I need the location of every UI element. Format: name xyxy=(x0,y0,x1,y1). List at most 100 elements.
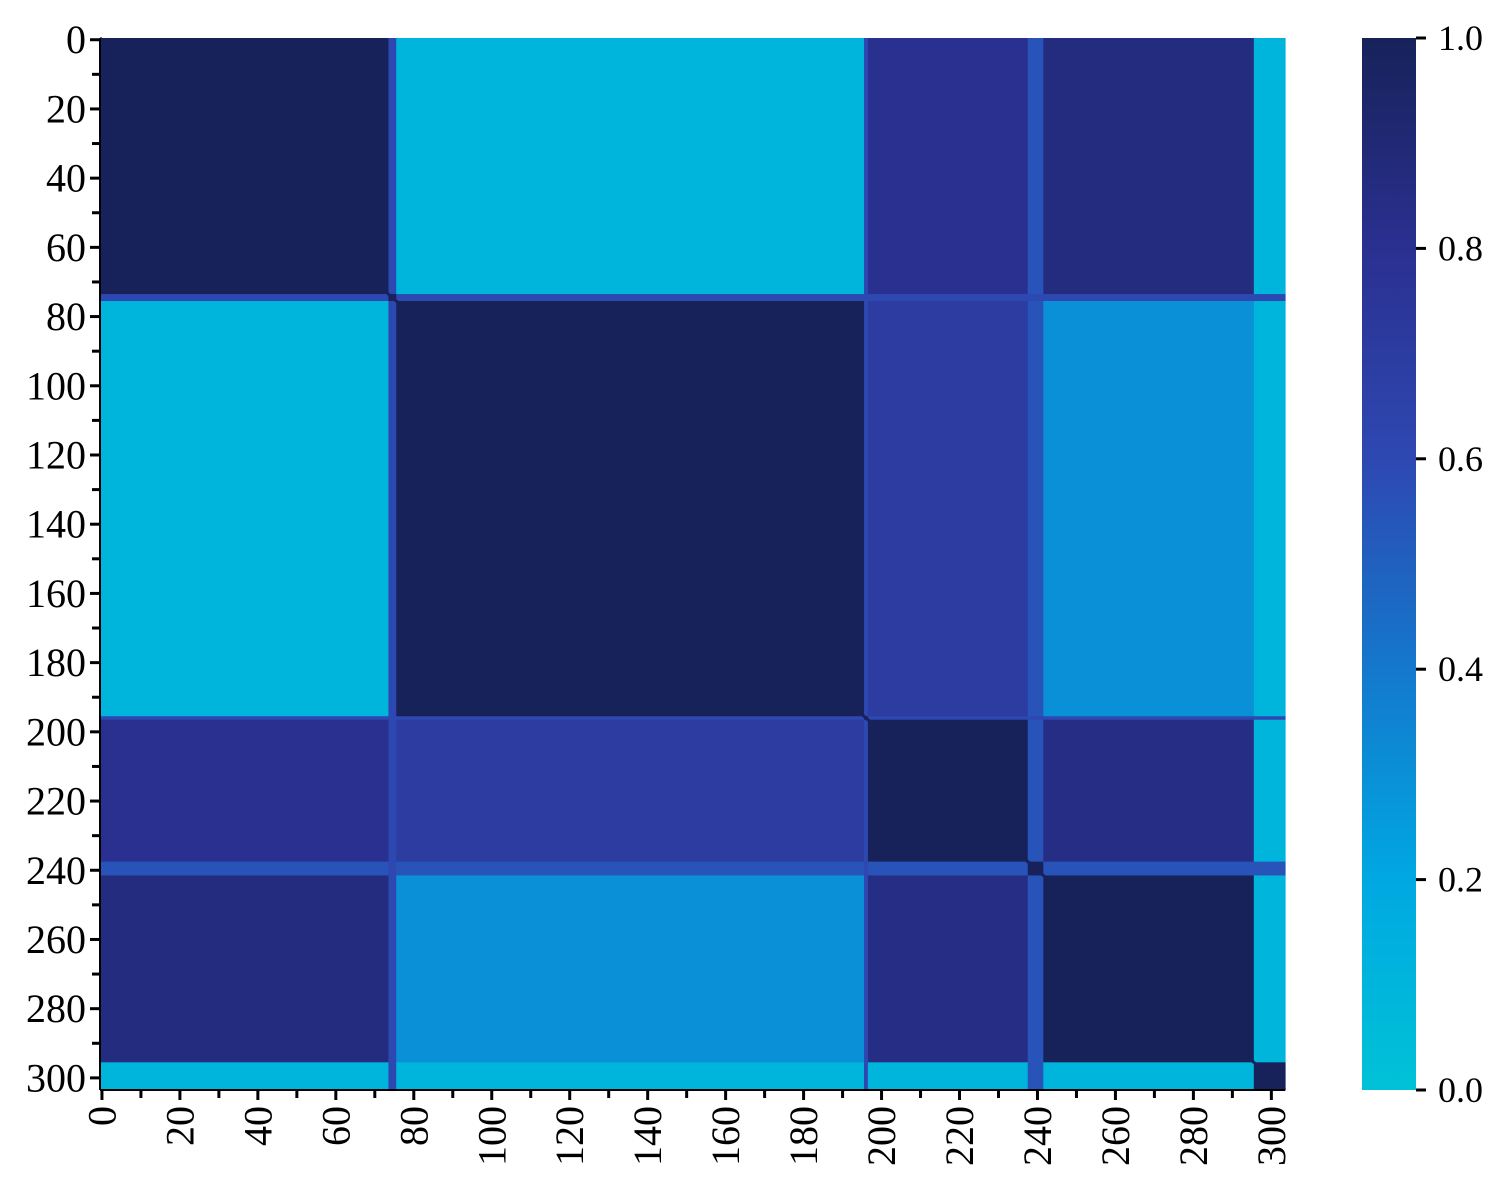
heatmap-cell xyxy=(1253,861,1286,877)
heatmap-cell xyxy=(396,719,865,863)
x-tick-label: 280 xyxy=(1171,1106,1216,1166)
colorbar-gradient xyxy=(1362,38,1416,1090)
heatmap-cell xyxy=(1043,719,1255,863)
heatmap-cell xyxy=(1043,861,1255,877)
heatmap-cell xyxy=(864,1062,869,1091)
heatmap-cell xyxy=(396,294,865,302)
y-tick-label: 60 xyxy=(46,225,86,270)
x-tick-label: 300 xyxy=(1249,1106,1294,1166)
heatmap-cell xyxy=(1043,716,1255,721)
colorbar: 0.0 0.2 0.4 0.6 0.8 1.0 xyxy=(1362,18,1483,1110)
colorbar-tick-label: 0.0 xyxy=(1438,1070,1483,1110)
heatmap-cell xyxy=(1027,719,1044,863)
x-tick-label: 160 xyxy=(703,1106,748,1166)
heatmap-cell xyxy=(1253,301,1286,717)
x-tick-label: 40 xyxy=(235,1106,280,1146)
heatmap-cell xyxy=(867,301,1029,717)
x-axis: 0 20 40 60 80 100 120 140 160 180 200 220 240 260 280 3… xyxy=(79,1089,1294,1166)
heatmap-cell xyxy=(1043,1062,1255,1091)
y-tick-label: 260 xyxy=(26,917,86,962)
y-tick-label: 120 xyxy=(26,433,86,478)
heatmap-cell xyxy=(864,875,869,1063)
x-tick-label: 240 xyxy=(1015,1106,1060,1166)
x-tick-label: 60 xyxy=(313,1106,358,1146)
heatmap-cell xyxy=(864,294,869,302)
heatmap-cell xyxy=(867,875,1029,1063)
heatmap-cell xyxy=(1027,716,1044,721)
heatmap-cell xyxy=(1027,301,1044,717)
x-tick-label: 220 xyxy=(937,1106,982,1166)
colorbar-tick-label: 0.8 xyxy=(1438,228,1483,268)
heatmap-cell xyxy=(396,875,865,1063)
heatmap-cell xyxy=(388,38,397,295)
heatmap-cell xyxy=(396,38,865,295)
heatmap-cell xyxy=(396,1062,865,1091)
heatmap-cell xyxy=(1253,719,1286,863)
heatmap-cell xyxy=(1027,875,1044,1063)
x-tick-label: 80 xyxy=(391,1106,436,1146)
x-tick-label: 100 xyxy=(469,1106,514,1166)
heatmap-cell xyxy=(1253,716,1286,721)
heatmap-cell xyxy=(100,301,390,717)
x-tick-label: 20 xyxy=(157,1106,202,1146)
heatmap-cell xyxy=(388,719,397,863)
y-tick-label: 160 xyxy=(26,571,86,616)
heatmap-cell xyxy=(1043,294,1255,302)
heatmap-cell xyxy=(388,301,397,717)
colorbar-tick-label: 0.4 xyxy=(1438,649,1483,689)
heatmap-cell xyxy=(1027,38,1044,295)
y-tick-label: 240 xyxy=(26,848,86,893)
heatmap-cell xyxy=(867,1062,1029,1091)
heatmap-cell xyxy=(867,861,1029,877)
colorbar-tick-label: 0.2 xyxy=(1438,860,1483,900)
y-tick-label: 140 xyxy=(26,502,86,547)
x-tick-label: 200 xyxy=(859,1106,904,1166)
heatmap-cell xyxy=(100,875,390,1063)
heatmap-cell xyxy=(1253,875,1286,1063)
heatmap-cell xyxy=(864,719,869,863)
heatmap-cell xyxy=(867,294,1029,302)
y-tick-label: 180 xyxy=(26,640,86,685)
y-tick-label: 280 xyxy=(26,986,86,1031)
heatmap-cell xyxy=(1043,38,1255,295)
y-tick-label: 200 xyxy=(26,709,86,754)
y-tick-label: 20 xyxy=(46,86,86,131)
heatmap-cell xyxy=(100,1062,390,1091)
colorbar-tick-label: 1.0 xyxy=(1438,18,1483,58)
heatmap-cell xyxy=(1043,301,1255,717)
heatmap-cell xyxy=(1027,294,1044,302)
y-tick-label: 40 xyxy=(46,156,86,201)
y-tick-label: 300 xyxy=(26,1055,86,1100)
y-tick-label: 100 xyxy=(26,363,86,408)
x-tick-label: 120 xyxy=(547,1106,592,1166)
heatmap-cell xyxy=(867,716,1029,721)
heatmap-cell xyxy=(388,861,397,877)
y-tick-label: 80 xyxy=(46,294,86,339)
heatmap-cell xyxy=(1027,1062,1044,1091)
heatmap-cell xyxy=(388,716,397,721)
x-tick-label: 0 xyxy=(79,1106,124,1126)
x-tick-label: 180 xyxy=(781,1106,826,1166)
heatmap-cells xyxy=(99,36,1286,1092)
heatmap-cell xyxy=(1253,294,1286,302)
heatmap-cell xyxy=(864,301,869,717)
heatmap-cell xyxy=(388,1062,397,1091)
heatmap-cell xyxy=(396,716,865,721)
heatmap-cell xyxy=(100,861,390,877)
y-tick-label: 220 xyxy=(26,779,86,824)
x-tick-label: 260 xyxy=(1093,1106,1138,1166)
heatmap-cell xyxy=(100,716,390,721)
diagonal-line xyxy=(99,36,1286,1092)
heatmap-cell xyxy=(100,719,390,863)
heatmap-cell xyxy=(388,875,397,1063)
heatmap-cell xyxy=(864,861,869,877)
heatmap-cell xyxy=(864,38,869,295)
heatmap-cell xyxy=(867,38,1029,295)
colorbar-tick-label: 0.6 xyxy=(1438,439,1483,479)
heatmap-cell xyxy=(100,294,390,302)
x-tick-label: 140 xyxy=(625,1106,670,1166)
y-tick-label: 0 xyxy=(66,17,86,62)
y-axis: 0 20 40 60 80 100 120 140 160 180 200 220 240 260 280 3… xyxy=(26,17,101,1100)
heatmap-cell xyxy=(1253,38,1286,295)
